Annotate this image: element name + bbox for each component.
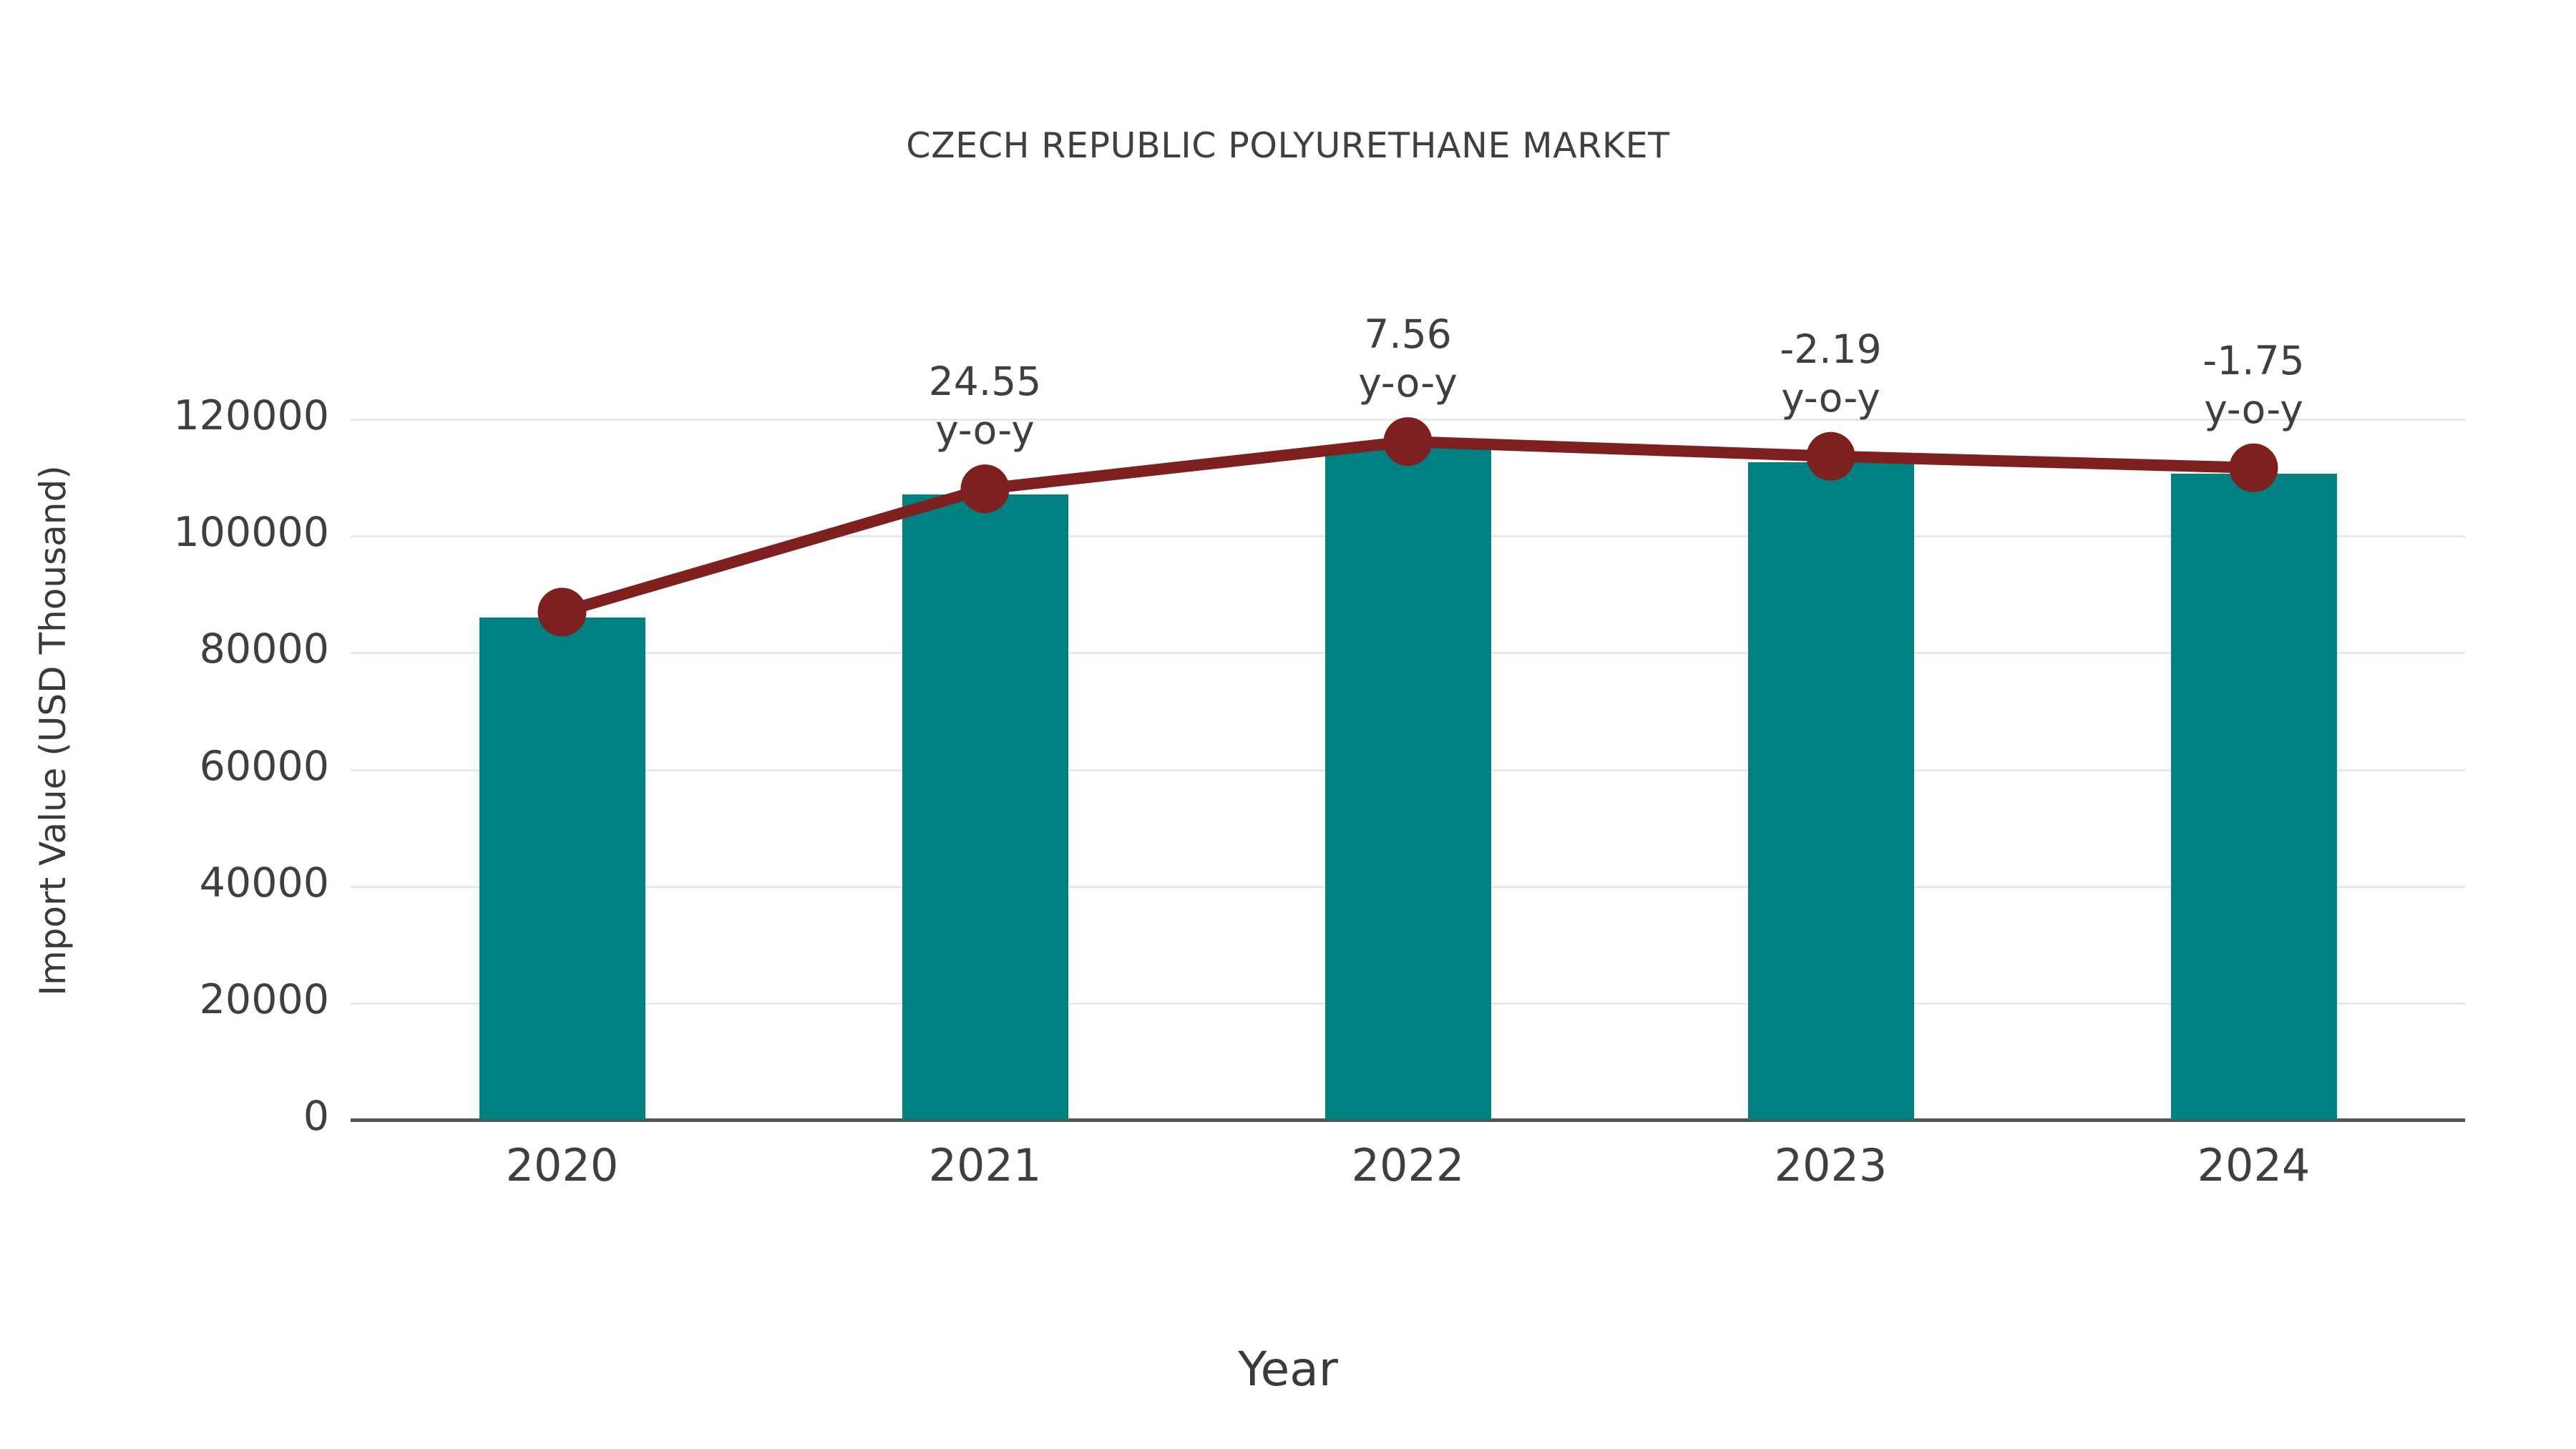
y-tick-label: 40000: [199, 859, 329, 907]
yoy-value: 24.55: [928, 358, 1042, 405]
x-tick-label: 2020: [505, 1139, 619, 1191]
bar[interactable]: [1747, 462, 1914, 1120]
bar[interactable]: [2170, 473, 2337, 1120]
yoy-caption: y-o-y: [1781, 374, 1880, 421]
y-tick-label: 100000: [173, 509, 329, 557]
bar[interactable]: [1324, 447, 1491, 1120]
y-tick-label: 60000: [199, 742, 329, 790]
yoy-value: -1.75: [2202, 337, 2305, 384]
yoy-value: -2.19: [1780, 326, 1882, 372]
yoy-caption: y-o-y: [1358, 360, 1458, 406]
yoy-annotation: 7.56 y-o-y: [1229, 310, 1587, 407]
yoy-value: 7.56: [1364, 311, 1452, 358]
y-tick-label: 0: [303, 1093, 329, 1140]
x-tick-label: 2024: [2197, 1139, 2311, 1191]
x-tick-label: 2023: [1774, 1139, 1888, 1191]
yoy-annotation: -1.75 y-o-y: [2075, 336, 2433, 434]
yoy-caption: y-o-y: [935, 407, 1035, 454]
x-tick-label: 2022: [1351, 1139, 1465, 1191]
bar[interactable]: [479, 618, 645, 1120]
plot-area: [351, 401, 2465, 1123]
y-tick-label: 120000: [173, 392, 329, 439]
yoy-annotation: 24.55 y-o-y: [806, 357, 1164, 454]
x-axis-title: Year: [1238, 1342, 1338, 1397]
y-tick-label: 80000: [199, 625, 329, 673]
x-tick-label: 2021: [928, 1139, 1042, 1191]
x-axis-line: [351, 1118, 2465, 1122]
y-tick-label: 20000: [199, 975, 329, 1023]
chart-title: CZECH REPUBLIC POLYURETHANE MARKET: [906, 125, 1670, 166]
bar[interactable]: [902, 494, 1068, 1120]
yoy-annotation: -2.19 y-o-y: [1652, 325, 2010, 422]
yoy-caption: y-o-y: [2204, 386, 2303, 432]
